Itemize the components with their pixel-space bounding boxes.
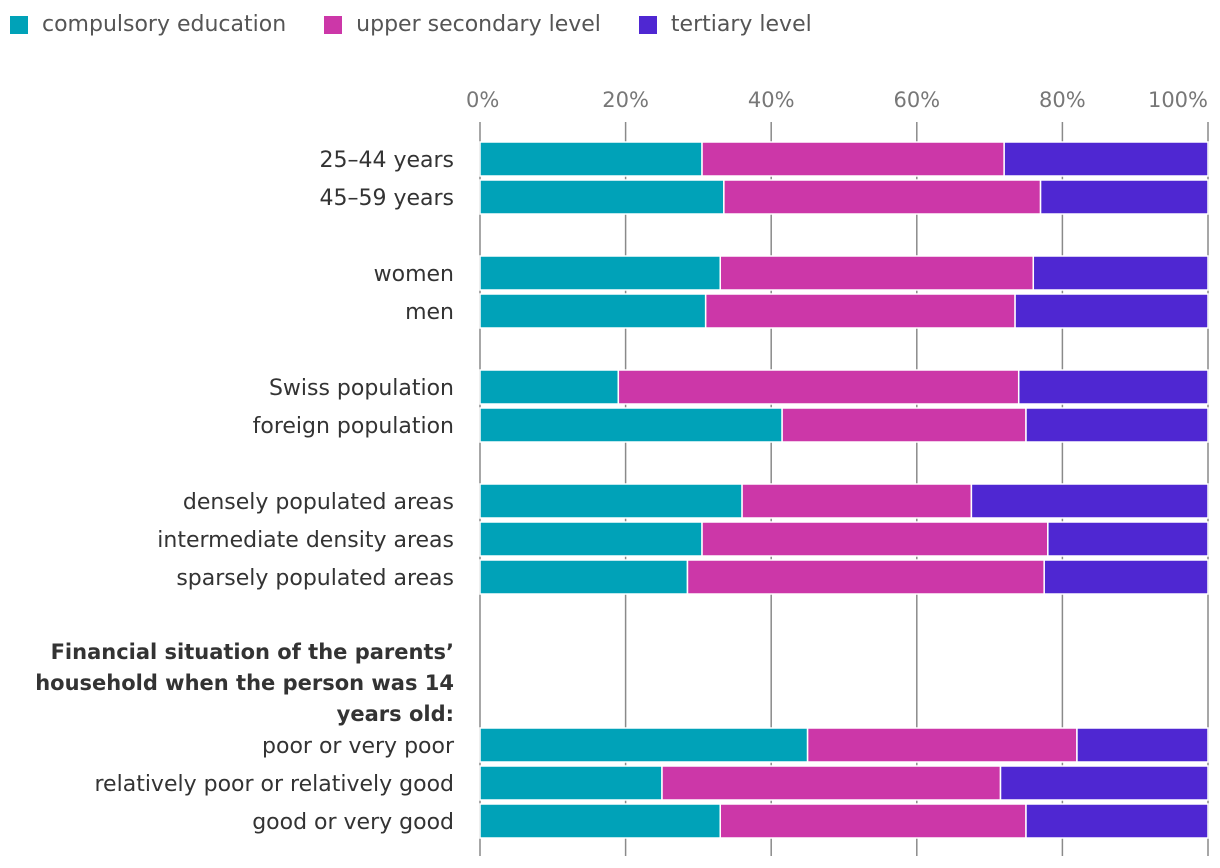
x-tick-label: 40%	[748, 88, 795, 112]
bar-segment	[479, 369, 620, 405]
category-label: intermediate density areas	[157, 528, 454, 553]
bar-segment	[1014, 293, 1209, 329]
bar-segment	[479, 407, 783, 443]
bar-segment	[479, 727, 809, 763]
x-tick-label: 0%	[466, 88, 499, 112]
category-label: relatively poor or relatively good	[95, 772, 455, 797]
legend-label-compulsory: compulsory education	[42, 12, 287, 37]
bar-segment	[701, 141, 1005, 177]
bar-segment	[1032, 255, 1209, 291]
bar-segment	[719, 255, 1035, 291]
bar-segment	[806, 727, 1078, 763]
legend-label-tertiary: tertiary level	[670, 12, 812, 37]
bar-segment	[479, 765, 663, 801]
legend-label-upper-secondary: upper secondary level	[356, 12, 601, 37]
x-tick-label: 100%	[1148, 88, 1208, 112]
bar-segment	[1039, 179, 1209, 215]
legend-item-tertiary: tertiary level	[638, 12, 812, 37]
x-tick-label: 80%	[1039, 88, 1086, 112]
category-label: poor or very poor	[262, 734, 455, 759]
legend-swatch-compulsory	[10, 15, 28, 34]
category-label: men	[405, 300, 454, 325]
category-label: foreign population	[253, 414, 454, 439]
category-label: women	[374, 262, 454, 287]
category-label: Swiss population	[269, 376, 454, 401]
section-heading-line: household when the person was 14	[35, 671, 454, 695]
bar-segment	[1003, 141, 1209, 177]
bar-segment	[479, 255, 721, 291]
bar-segment	[479, 559, 689, 595]
bar-segment	[1025, 803, 1209, 839]
bar-segment	[479, 179, 725, 215]
bar-segment	[741, 483, 973, 519]
bar-segment	[479, 803, 721, 839]
bar-segment	[719, 803, 1027, 839]
bar-segment	[686, 559, 1045, 595]
bar-segment	[617, 369, 1020, 405]
bar-segment	[704, 293, 1016, 329]
bar-segment	[479, 521, 703, 557]
bar-segment	[970, 483, 1209, 519]
legend-item-upper-secondary: upper secondary level	[324, 12, 601, 37]
bar-segment	[999, 765, 1209, 801]
bar-segment	[479, 141, 703, 177]
category-label: sparsely populated areas	[176, 566, 454, 591]
bar-segment	[1043, 559, 1209, 595]
category-label: good or very good	[252, 810, 454, 835]
category-label: 25–44 years	[319, 148, 454, 173]
bar-segment	[701, 521, 1049, 557]
legend-item-compulsory: compulsory education	[10, 12, 286, 37]
legend-swatch-tertiary	[638, 15, 657, 34]
category-label: 45–59 years	[319, 186, 454, 211]
bar-segment	[479, 293, 707, 329]
chart-legend: compulsory education upper secondary lev…	[10, 12, 850, 37]
bar-segment	[1076, 727, 1209, 763]
legend-swatch-upper-secondary	[324, 15, 343, 34]
bar-segment	[723, 179, 1042, 215]
section-heading-line: years old:	[337, 702, 454, 726]
bar-segment	[1025, 407, 1209, 443]
category-label: densely populated areas	[183, 490, 454, 515]
bar-segment	[781, 407, 1027, 443]
bar-segment	[1017, 369, 1209, 405]
x-tick-label: 60%	[893, 88, 940, 112]
bar-segment	[661, 765, 1002, 801]
section-heading-line: Financial situation of the parents’	[51, 640, 454, 664]
bar-segment	[479, 483, 743, 519]
bar-segment	[1047, 521, 1209, 557]
x-tick-label: 20%	[602, 88, 649, 112]
